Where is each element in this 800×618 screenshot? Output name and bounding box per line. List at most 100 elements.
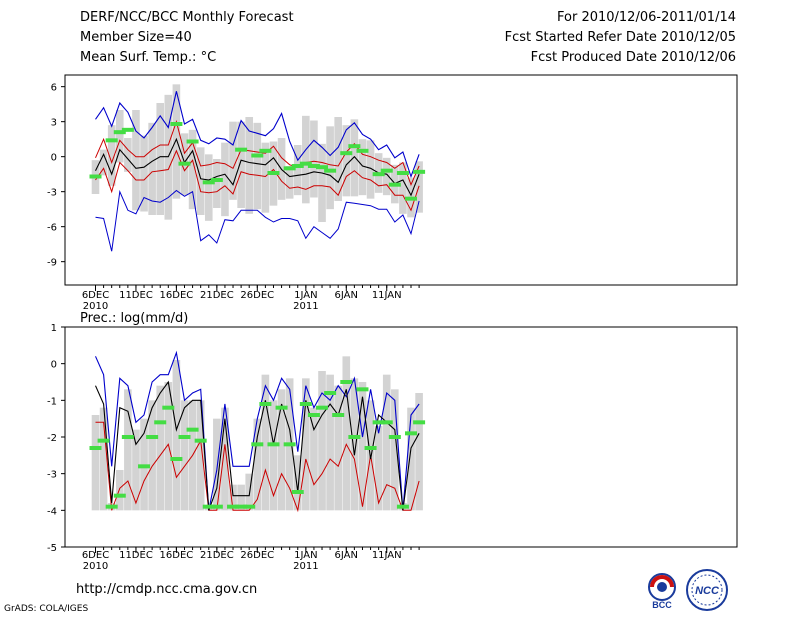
x-tick-label: 26DEC xyxy=(240,290,274,301)
range-bar xyxy=(99,407,108,511)
header-right: For 2010/12/06-2011/01/14 Fcst Started R… xyxy=(505,8,736,68)
obs-marker xyxy=(299,161,312,166)
x-tick-label: 16DEC xyxy=(160,290,194,301)
range-bar xyxy=(407,407,415,511)
y-tick-label: 1 xyxy=(51,323,57,334)
obs-marker xyxy=(259,148,272,153)
range-bar xyxy=(253,418,262,511)
range-bar xyxy=(350,119,359,197)
forecast-period: For 2010/12/06-2011/01/14 xyxy=(557,10,736,25)
range-bar xyxy=(237,484,245,511)
range-bar xyxy=(213,418,221,511)
range-bar xyxy=(188,129,197,210)
obs-marker xyxy=(356,387,369,392)
obs-marker xyxy=(405,431,418,436)
x-tick-sublabel: 2011 xyxy=(293,561,318,572)
obs-marker xyxy=(340,151,353,156)
obs-marker xyxy=(235,504,248,509)
obs-marker xyxy=(162,405,175,410)
obs-marker xyxy=(186,139,199,144)
range-bar xyxy=(277,389,286,511)
x-tick-label: 21DEC xyxy=(200,290,234,301)
series-mean-line xyxy=(94,380,420,511)
obs-marker xyxy=(348,435,361,439)
x-tick-sublabel: 2011 xyxy=(293,301,318,312)
x-tick-label: 6JAN xyxy=(335,290,358,301)
obs-marker xyxy=(291,164,304,168)
obs-marker xyxy=(210,504,223,509)
range-bar xyxy=(99,149,108,176)
y-tick-label: -2 xyxy=(47,433,57,444)
x-tick-label: 1JAN xyxy=(294,290,317,301)
y-tick-label: -3 xyxy=(47,188,57,199)
obs-marker xyxy=(275,405,288,410)
ncc-logo: NCC xyxy=(686,569,728,611)
obs-marker xyxy=(178,161,191,166)
series-lower-line xyxy=(95,149,420,212)
obs-marker xyxy=(291,490,304,494)
obs-marker xyxy=(97,438,110,443)
range-bar xyxy=(237,121,245,208)
range-bar xyxy=(172,360,181,511)
obs-marker xyxy=(89,446,102,450)
member-size: Member Size=40 xyxy=(80,30,192,45)
obs-marker xyxy=(332,413,345,417)
obs-marker xyxy=(210,178,223,182)
range-bar xyxy=(221,407,229,511)
range-bar xyxy=(326,126,334,210)
obs-marker xyxy=(89,174,102,179)
source-url[interactable]: http://cmdp.ncc.cma.gov.cn xyxy=(76,582,258,597)
x-tick-label: 16DEC xyxy=(160,550,194,561)
produced-date: Fcst Produced Date 2010/12/06 xyxy=(530,50,736,65)
x-tick-label: 6JAN xyxy=(335,550,358,561)
obs-marker xyxy=(405,196,418,201)
series-upper-line xyxy=(95,119,420,187)
y-tick-label: 6 xyxy=(51,83,57,94)
range-bar xyxy=(302,115,310,204)
obs-marker xyxy=(227,504,240,509)
range-bar xyxy=(245,117,254,214)
range-bar xyxy=(156,385,165,511)
range-bar xyxy=(115,470,124,511)
range-bar xyxy=(310,120,318,198)
range-bar xyxy=(221,142,229,217)
obs-marker xyxy=(259,402,272,406)
y-tick-label: 0 xyxy=(51,360,57,371)
series-mean-line xyxy=(95,137,420,197)
range-bar xyxy=(293,145,302,196)
range-bar xyxy=(269,400,278,511)
range-bar xyxy=(261,142,270,213)
panel-title: Prec.: log(mm/d) xyxy=(80,311,188,326)
x-tick-label: 1JAN xyxy=(294,550,317,561)
range-bar xyxy=(132,429,140,511)
obs-marker xyxy=(380,168,393,173)
x-tick-label: 21DEC xyxy=(200,550,234,561)
obs-marker xyxy=(380,420,393,425)
range-bar xyxy=(350,378,359,511)
obs-marker xyxy=(316,165,329,170)
range-bar xyxy=(310,407,318,511)
y-tick-label: -5 xyxy=(47,543,57,554)
obs-marker xyxy=(324,168,337,173)
y-tick-label: 3 xyxy=(51,118,57,129)
range-bar xyxy=(302,378,310,511)
range-bar xyxy=(148,400,156,511)
y-tick-label: 0 xyxy=(51,153,57,164)
range-bar xyxy=(334,385,342,511)
range-bar xyxy=(148,122,156,215)
x-tick-label: 11DEC xyxy=(119,550,153,561)
range-bar xyxy=(253,122,262,210)
y-tick-label: -9 xyxy=(47,258,57,269)
x-tick-sublabel: 2010 xyxy=(83,561,108,572)
plot-frame xyxy=(64,74,738,286)
obs-marker xyxy=(113,493,126,498)
obs-marker xyxy=(146,435,159,439)
obs-marker xyxy=(348,144,361,149)
range-bar xyxy=(366,140,375,199)
obs-marker xyxy=(194,438,207,443)
range-bar xyxy=(415,393,423,511)
obs-marker xyxy=(299,402,312,406)
range-bar xyxy=(374,426,383,511)
x-tick-label: 26DEC xyxy=(240,550,274,561)
